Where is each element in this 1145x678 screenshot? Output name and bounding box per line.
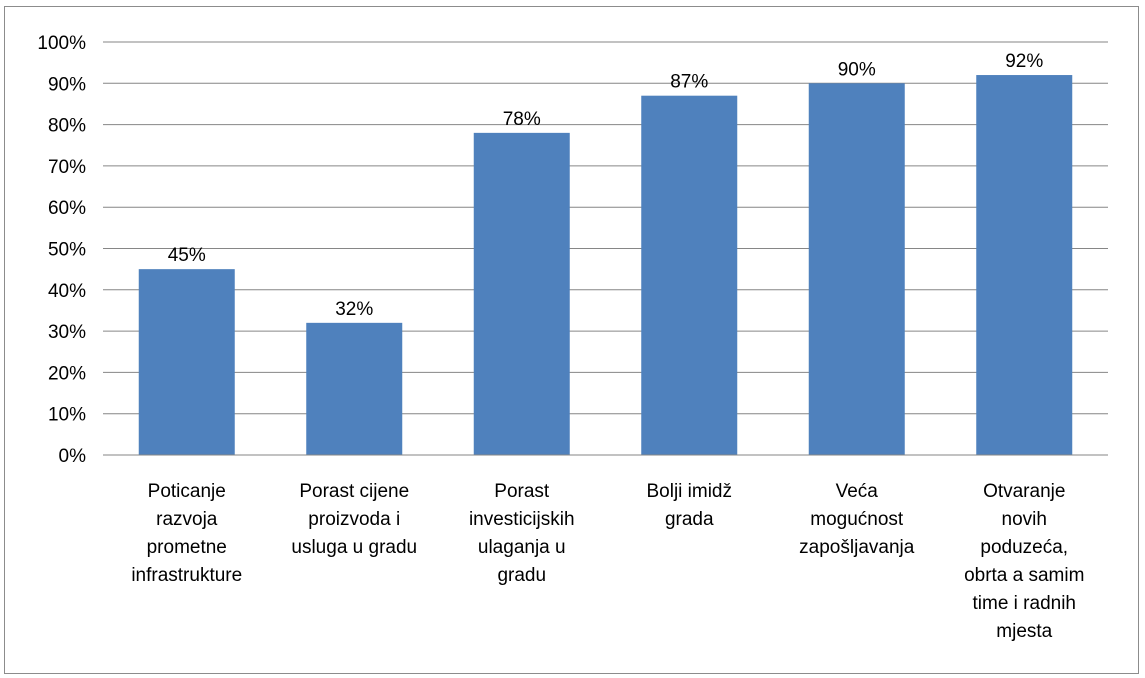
category-label: Bolji imidž — [646, 481, 732, 502]
y-tick-label: 10% — [48, 405, 86, 426]
bar — [641, 95, 738, 455]
category-label: Otvaranje — [983, 481, 1065, 502]
category-label: razvoja — [156, 509, 218, 530]
category-label: mogućnost — [810, 509, 904, 530]
data-label: 92% — [1005, 51, 1043, 72]
category-label: Poticanje — [148, 481, 226, 502]
category-label: obrta a samim — [964, 565, 1084, 586]
category-label: ulaganja u — [478, 537, 566, 558]
bar — [808, 83, 905, 456]
y-tick-label: 60% — [48, 198, 86, 219]
category-label: usluga u gradu — [291, 537, 417, 558]
category-label: Porast cijene — [299, 481, 409, 502]
bar — [473, 132, 570, 456]
data-label: 32% — [335, 299, 373, 320]
data-label: 78% — [503, 109, 541, 130]
data-label: 90% — [838, 59, 876, 80]
bar — [306, 322, 403, 455]
y-tick-label: 100% — [37, 33, 86, 54]
y-tick-label: 70% — [48, 157, 86, 178]
y-tick-label: 0% — [59, 446, 87, 467]
y-tick-label: 20% — [48, 363, 86, 384]
category-label: novih — [1002, 509, 1047, 530]
data-label: 45% — [168, 245, 206, 266]
y-tick-label: 80% — [48, 116, 86, 137]
data-label: 87% — [670, 72, 708, 93]
category-label: infrastrukture — [131, 565, 242, 586]
bar — [138, 269, 235, 455]
y-tick-label: 90% — [48, 74, 86, 95]
category-label: time i radnih — [973, 593, 1077, 614]
y-tick-label: 50% — [48, 240, 86, 261]
category-label: mjesta — [996, 621, 1052, 642]
category-label: poduzeća, — [980, 537, 1068, 558]
category-label: Porast — [494, 481, 550, 502]
category-label: Veća — [836, 481, 879, 502]
category-label: proizvoda i — [308, 509, 400, 530]
category-label: zapošljavanja — [799, 537, 915, 558]
category-label: investicijskih — [469, 509, 575, 530]
category-label: grada — [665, 509, 714, 530]
category-label: gradu — [497, 565, 546, 586]
category-label: prometne — [147, 537, 227, 558]
y-tick-label: 30% — [48, 322, 86, 343]
bar — [976, 75, 1073, 455]
y-tick-label: 40% — [48, 281, 86, 302]
